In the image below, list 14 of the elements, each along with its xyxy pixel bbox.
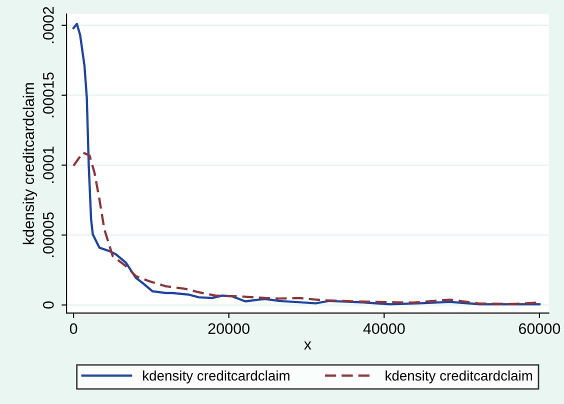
line-series	[72, 22, 541, 306]
x-tick-label: 60000	[518, 323, 560, 334]
legend-label: kdensity creditcardclaim	[143, 370, 290, 384]
y-tick-label: .00015	[42, 72, 54, 118]
y-tick-label: .0001	[42, 146, 54, 183]
y-tick-label: .0002	[42, 6, 54, 44]
legend-label: kdensity creditcardclaim	[386, 370, 532, 384]
x-axis-title: x	[304, 341, 312, 350]
y-tick-label: .00005	[42, 212, 54, 258]
x-tick-label: 20000	[208, 323, 250, 334]
x-tick-label: 40000	[363, 323, 405, 334]
x-tick-label: 0	[70, 323, 78, 334]
y-axis-title: kdensity creditcardclaim	[22, 83, 38, 244]
y-tick-label: 0	[42, 301, 54, 309]
